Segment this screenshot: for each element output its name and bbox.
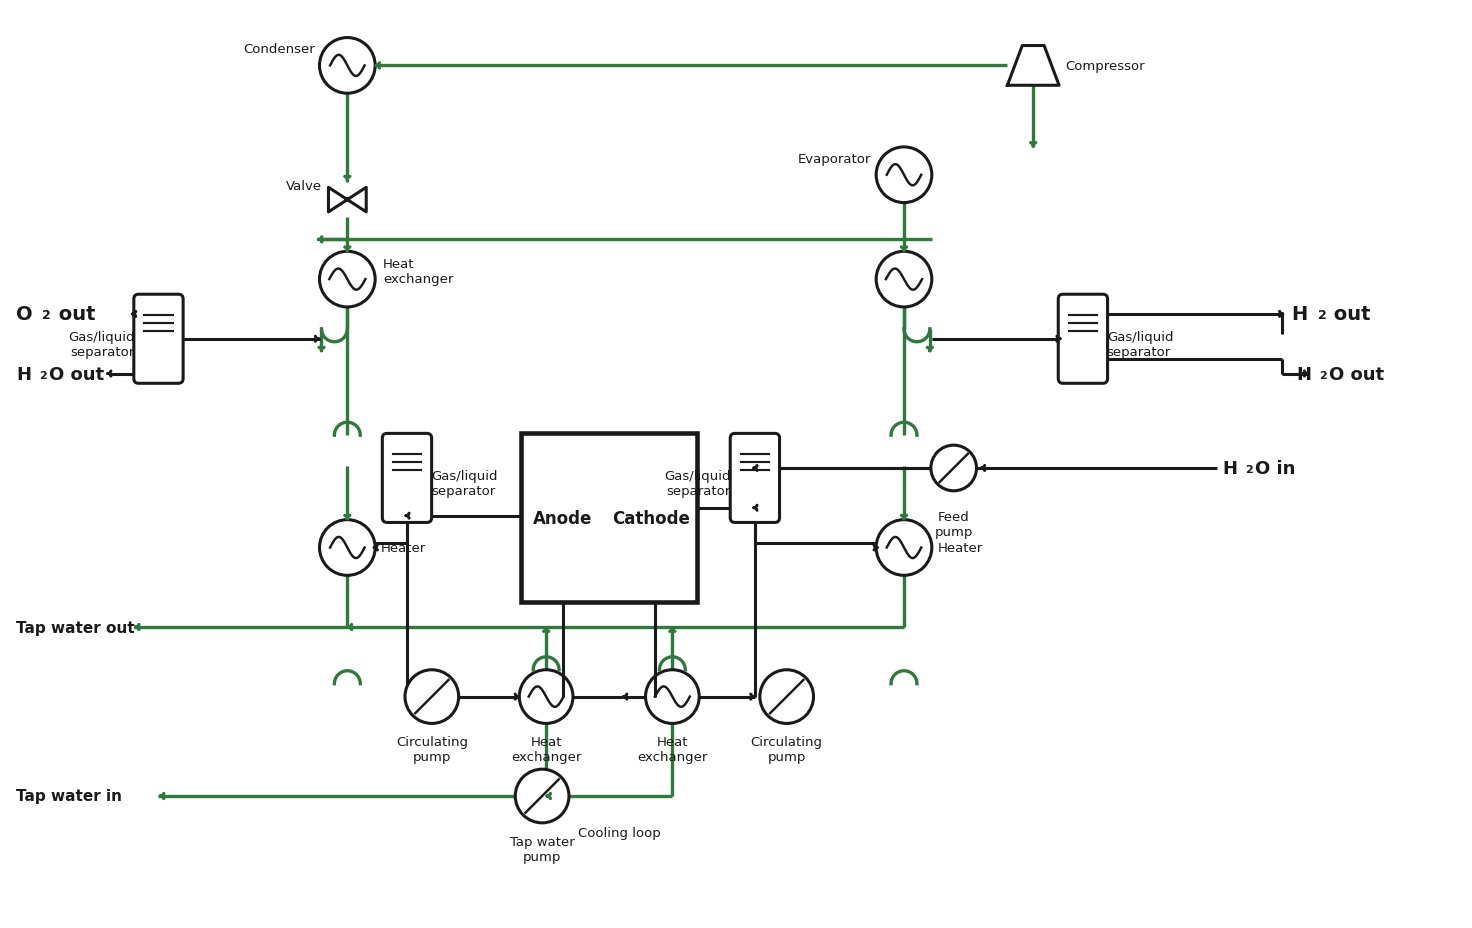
Text: Tap water
pump: Tap water pump xyxy=(509,835,574,863)
Circle shape xyxy=(405,670,459,724)
Text: Gas/liquid
separator: Gas/liquid separator xyxy=(68,330,134,358)
Text: 2: 2 xyxy=(43,308,52,321)
Text: Feed
pump: Feed pump xyxy=(935,510,973,538)
Text: out: out xyxy=(52,305,96,324)
Text: Compressor: Compressor xyxy=(1066,59,1145,72)
FancyBboxPatch shape xyxy=(730,434,780,522)
Text: O out: O out xyxy=(1329,365,1385,383)
Text: Cooling loop: Cooling loop xyxy=(578,826,661,839)
Text: Heater: Heater xyxy=(381,541,427,554)
Text: Gas/liquid
separator: Gas/liquid separator xyxy=(664,470,732,497)
FancyBboxPatch shape xyxy=(134,295,183,384)
Text: H: H xyxy=(1291,305,1309,324)
Text: H: H xyxy=(1297,365,1312,383)
Text: Gas/liquid
separator: Gas/liquid separator xyxy=(431,470,498,497)
Text: 2: 2 xyxy=(1319,370,1328,380)
Polygon shape xyxy=(1007,46,1058,86)
Text: Tap water out: Tap water out xyxy=(16,620,135,635)
Text: Gas/liquid
separator: Gas/liquid separator xyxy=(1107,330,1173,358)
Text: Heater: Heater xyxy=(938,541,983,554)
Text: Cathode: Cathode xyxy=(612,509,690,527)
Text: Circulating
pump: Circulating pump xyxy=(751,736,823,764)
Bar xyxy=(521,433,698,602)
Text: out: out xyxy=(1328,305,1370,324)
Text: 2: 2 xyxy=(1317,308,1326,321)
Circle shape xyxy=(930,445,976,491)
Text: 2: 2 xyxy=(1245,464,1253,474)
Text: Circulating
pump: Circulating pump xyxy=(396,736,468,764)
Text: Heat
exchanger: Heat exchanger xyxy=(511,736,581,764)
Text: O: O xyxy=(16,305,32,324)
FancyBboxPatch shape xyxy=(383,434,431,522)
Text: Evaporator: Evaporator xyxy=(798,152,871,165)
Text: O out: O out xyxy=(49,365,105,383)
Text: Valve: Valve xyxy=(287,179,322,192)
Text: H: H xyxy=(1222,459,1236,478)
Text: Heat
exchanger: Heat exchanger xyxy=(383,258,453,286)
Text: Condenser: Condenser xyxy=(243,44,315,57)
FancyBboxPatch shape xyxy=(1058,295,1107,384)
Text: Tap water in: Tap water in xyxy=(16,789,122,804)
Circle shape xyxy=(515,769,570,823)
Text: 2: 2 xyxy=(40,370,47,380)
Text: O in: O in xyxy=(1254,459,1295,478)
Circle shape xyxy=(760,670,814,724)
Circle shape xyxy=(346,199,349,202)
Text: Heat
exchanger: Heat exchanger xyxy=(637,736,708,764)
Text: H: H xyxy=(16,365,31,383)
Text: Anode: Anode xyxy=(533,509,593,527)
